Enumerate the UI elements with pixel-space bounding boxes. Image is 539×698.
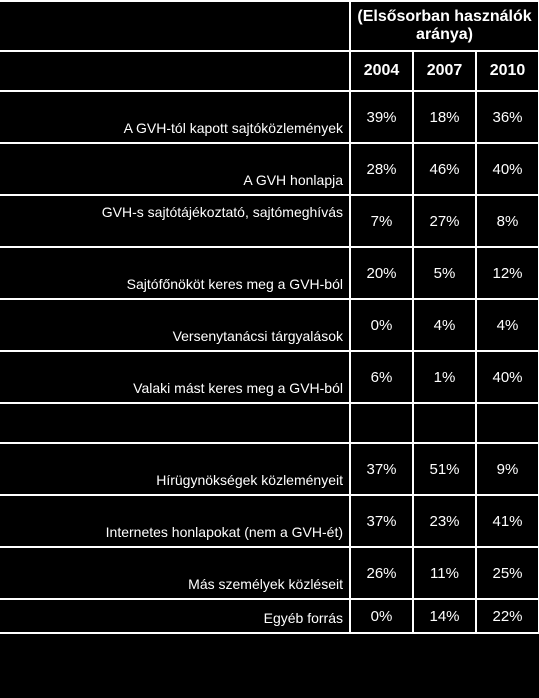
table-row: Internetes honlapokat (nem a GVH-ét) 37%… — [0, 495, 539, 547]
table-row: GVH-s sajtótájékoztató, sajtómeghívás 7%… — [0, 195, 539, 247]
row-label: Sajtófőnököt keres meg a GVH-ból — [0, 247, 350, 299]
row-value: 0% — [350, 299, 413, 351]
row-label: Hírügynökségek közleményeit — [0, 443, 350, 495]
header-row-title: (Elsősorban használók aránya) — [0, 1, 539, 51]
header-year-2004: 2004 — [350, 51, 413, 91]
header-empty-left — [0, 1, 350, 51]
row-value: 39% — [350, 91, 413, 143]
table-row: Versenytanácsi tárgyalások 0% 4% 4% — [0, 299, 539, 351]
table-row: Egyéb forrás 0% 14% 22% — [0, 599, 539, 633]
spacer-label — [0, 403, 350, 443]
header-year-2007: 2007 — [413, 51, 476, 91]
row-value: 8% — [476, 195, 539, 247]
row-value: 1% — [413, 351, 476, 403]
row-value: 26% — [350, 547, 413, 599]
row-value: 9% — [476, 443, 539, 495]
table-container: (Elsősorban használók aránya) 2004 2007 … — [0, 0, 539, 698]
row-value: 20% — [350, 247, 413, 299]
row-value: 27% — [413, 195, 476, 247]
row-value: 40% — [476, 351, 539, 403]
spacer-val — [413, 403, 476, 443]
row-value: 23% — [413, 495, 476, 547]
row-label: Versenytanácsi tárgyalások — [0, 299, 350, 351]
table-row: Valaki mást keres meg a GVH-ból 6% 1% 40… — [0, 351, 539, 403]
spacer-val — [350, 403, 413, 443]
row-value: 28% — [350, 143, 413, 195]
row-value: 11% — [413, 547, 476, 599]
table-row: A GVH-tól kapott sajtóközlemények 39% 18… — [0, 91, 539, 143]
row-value: 46% — [413, 143, 476, 195]
table-row: Sajtófőnököt keres meg a GVH-ból 20% 5% … — [0, 247, 539, 299]
row-value: 6% — [350, 351, 413, 403]
row-value: 36% — [476, 91, 539, 143]
spacer-val — [476, 403, 539, 443]
row-label: Más személyek közléseit — [0, 547, 350, 599]
row-value: 5% — [413, 247, 476, 299]
table-row: Hírügynökségek közleményeit 37% 51% 9% — [0, 443, 539, 495]
row-value: 37% — [350, 495, 413, 547]
row-value: 40% — [476, 143, 539, 195]
section-spacer — [0, 403, 539, 443]
row-value: 4% — [413, 299, 476, 351]
row-value: 4% — [476, 299, 539, 351]
row-value: 41% — [476, 495, 539, 547]
row-value: 51% — [413, 443, 476, 495]
row-value: 22% — [476, 599, 539, 633]
data-table: (Elsősorban használók aránya) 2004 2007 … — [0, 0, 539, 634]
header-empty-years — [0, 51, 350, 91]
row-label: Internetes honlapokat (nem a GVH-ét) — [0, 495, 350, 547]
row-label: GVH-s sajtótájékoztató, sajtómeghívás — [0, 195, 350, 247]
row-value: 7% — [350, 195, 413, 247]
header-title: (Elsősorban használók aránya) — [350, 1, 539, 51]
row-value: 12% — [476, 247, 539, 299]
row-value: 25% — [476, 547, 539, 599]
header-year-2010: 2010 — [476, 51, 539, 91]
row-value: 0% — [350, 599, 413, 633]
row-value: 37% — [350, 443, 413, 495]
row-value: 18% — [413, 91, 476, 143]
row-label: A GVH honlapja — [0, 143, 350, 195]
row-label: Valaki mást keres meg a GVH-ból — [0, 351, 350, 403]
row-value: 14% — [413, 599, 476, 633]
header-row-years: 2004 2007 2010 — [0, 51, 539, 91]
table-row: A GVH honlapja 28% 46% 40% — [0, 143, 539, 195]
row-label: A GVH-tól kapott sajtóközlemények — [0, 91, 350, 143]
table-row: Más személyek közléseit 26% 11% 25% — [0, 547, 539, 599]
row-label: Egyéb forrás — [0, 599, 350, 633]
